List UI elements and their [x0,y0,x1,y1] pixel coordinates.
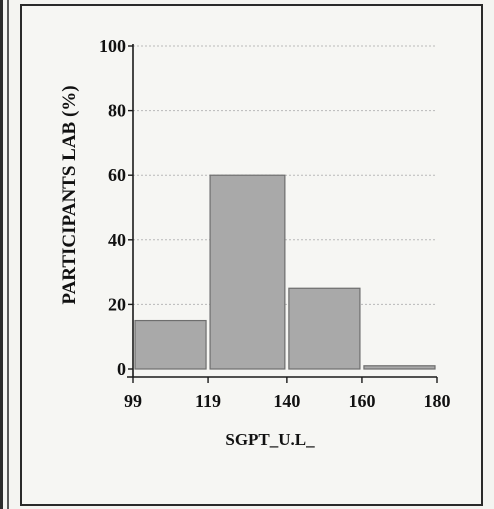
y-tick-label: 20 [108,294,126,314]
y-tick-label: 60 [108,165,126,185]
bar-119-140 [209,174,286,370]
x-tick-labels: 99 119 140 160 180 [124,391,451,411]
y-axis-label: PARTICIPANTS LAB (%) [59,85,80,304]
bars [134,174,436,370]
x-tick-label: 99 [124,391,142,411]
histogram-chart: 0 20 40 60 80 100 99 119 140 160 180 PARTICIPANTS… [59,36,451,449]
x-tick-label: 160 [348,391,375,411]
x-axis-label: SGPT_U.L_ [225,430,315,449]
y-tick-label: 40 [108,230,126,250]
y-tick-label: 80 [108,101,126,121]
bar-160-180 [363,365,436,370]
page-edge-decoration [0,0,12,509]
x-tick-label: 140 [273,391,300,411]
bar-140-160 [288,287,361,370]
bar-99-119 [134,319,207,370]
y-tick-label: 100 [99,36,126,56]
x-tick-label: 119 [195,391,221,411]
axes [127,44,438,383]
y-tick-label: 0 [117,359,126,379]
y-tick-labels: 0 20 40 60 80 100 [99,36,126,379]
chart-panel: 0 20 40 60 80 100 99 119 140 160 180 PARTICIPANTS… [20,4,483,506]
x-tick-label: 180 [424,391,451,411]
